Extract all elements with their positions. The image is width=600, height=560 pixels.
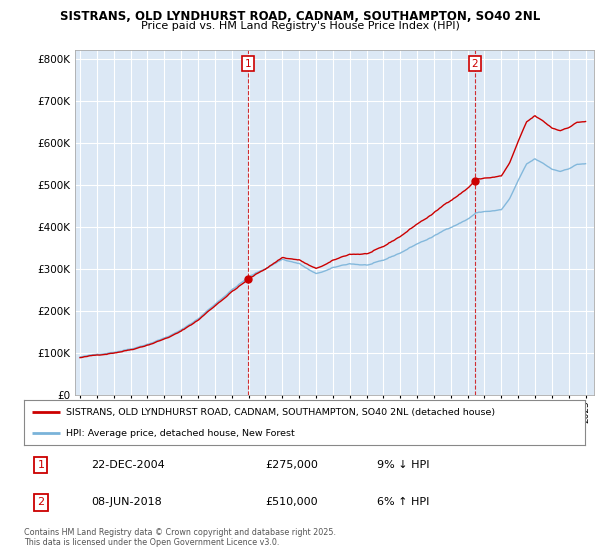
Text: Price paid vs. HM Land Registry's House Price Index (HPI): Price paid vs. HM Land Registry's House … bbox=[140, 21, 460, 31]
Text: 6% ↑ HPI: 6% ↑ HPI bbox=[377, 497, 430, 507]
Text: 2: 2 bbox=[37, 497, 44, 507]
Text: £510,000: £510,000 bbox=[265, 497, 318, 507]
Text: 1: 1 bbox=[37, 460, 44, 470]
Text: Contains HM Land Registry data © Crown copyright and database right 2025.
This d: Contains HM Land Registry data © Crown c… bbox=[24, 528, 336, 548]
Text: £275,000: £275,000 bbox=[265, 460, 318, 470]
Text: 9% ↓ HPI: 9% ↓ HPI bbox=[377, 460, 430, 470]
Text: SISTRANS, OLD LYNDHURST ROAD, CADNAM, SOUTHAMPTON, SO40 2NL: SISTRANS, OLD LYNDHURST ROAD, CADNAM, SO… bbox=[60, 10, 540, 22]
Text: 2: 2 bbox=[472, 59, 478, 69]
Text: HPI: Average price, detached house, New Forest: HPI: Average price, detached house, New … bbox=[66, 428, 295, 437]
Text: SISTRANS, OLD LYNDHURST ROAD, CADNAM, SOUTHAMPTON, SO40 2NL (detached house): SISTRANS, OLD LYNDHURST ROAD, CADNAM, SO… bbox=[66, 408, 495, 417]
Text: 1: 1 bbox=[245, 59, 251, 69]
Text: 22-DEC-2004: 22-DEC-2004 bbox=[91, 460, 165, 470]
Text: 08-JUN-2018: 08-JUN-2018 bbox=[91, 497, 162, 507]
